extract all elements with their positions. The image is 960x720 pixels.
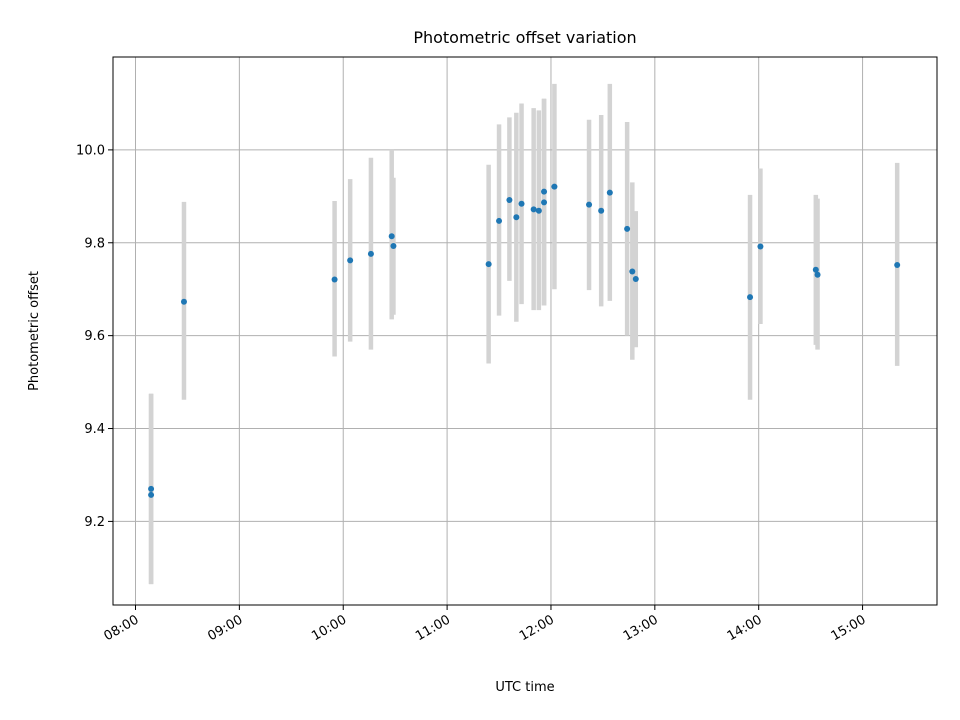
data-point <box>180 298 187 305</box>
data-point <box>496 217 503 224</box>
data-point <box>535 207 542 214</box>
y-tick-label: 9.4 <box>84 422 105 437</box>
data-point <box>530 206 537 213</box>
data-point <box>485 261 492 268</box>
data-point <box>606 189 613 196</box>
y-tick-label: 9.6 <box>84 329 105 344</box>
data-point <box>812 266 819 273</box>
data-point <box>541 188 548 195</box>
data-point <box>814 271 821 278</box>
data-point <box>331 276 338 283</box>
data-point <box>367 250 374 257</box>
data-point <box>347 257 354 264</box>
data-point <box>894 262 901 269</box>
data-point <box>506 197 513 204</box>
plot-frame <box>112 56 938 606</box>
data-point <box>747 294 754 301</box>
data-point <box>629 268 636 275</box>
data-point <box>148 491 155 498</box>
grid-lines <box>113 57 937 605</box>
y-axis-ticks: 9.2 9.4 9.6 9.8 10.0 <box>76 143 113 530</box>
x-axis-label: UTC time <box>495 680 554 695</box>
data-point <box>513 214 520 221</box>
y-tick-label: 9.8 <box>84 236 105 251</box>
data-point <box>624 225 631 232</box>
data-point <box>148 485 155 492</box>
data-point <box>598 207 605 214</box>
data-point <box>551 183 558 190</box>
data-point <box>518 200 525 207</box>
data-points <box>148 183 901 498</box>
data-point <box>757 243 764 250</box>
y-axis-label: Photometric offset <box>27 271 42 391</box>
data-point <box>632 275 639 282</box>
data-point <box>388 233 395 240</box>
data-point <box>541 199 548 206</box>
y-tick-label: 9.2 <box>84 515 105 530</box>
data-point <box>586 201 593 208</box>
y-tick-label: 10.0 <box>76 143 105 158</box>
data-point <box>390 243 397 250</box>
chart-title: Photometric offset variation <box>413 28 636 47</box>
